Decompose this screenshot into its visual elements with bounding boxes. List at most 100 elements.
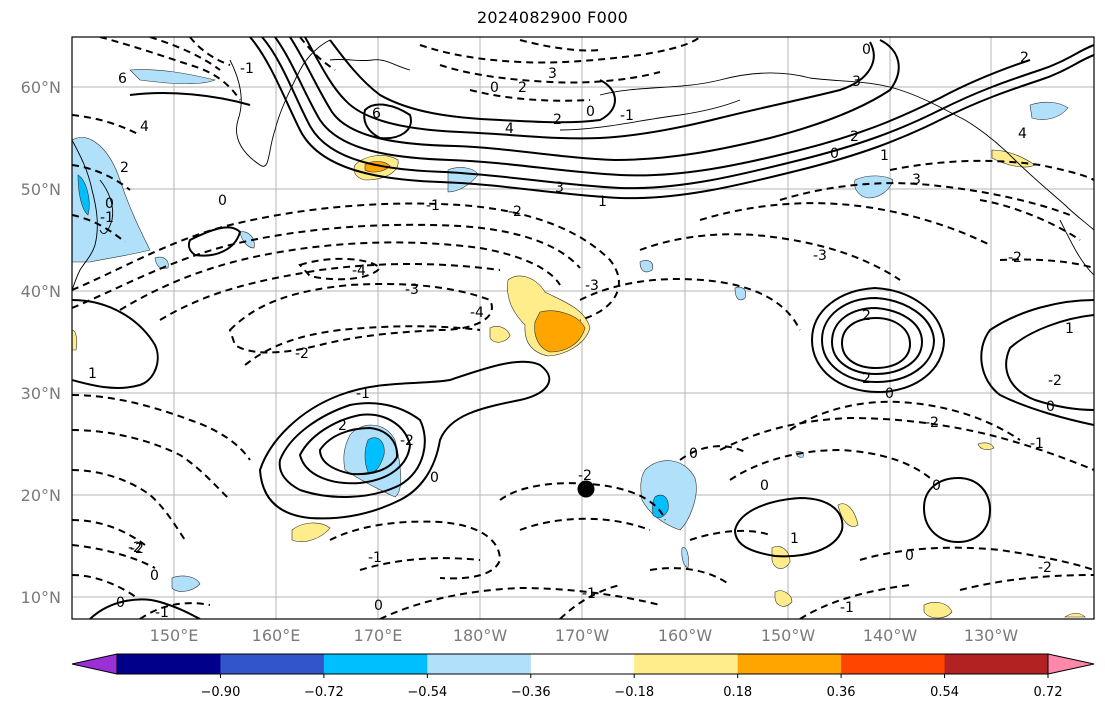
- contour-label: 6: [118, 71, 127, 87]
- contour-label: 2: [850, 129, 859, 145]
- contour-label: -1: [426, 198, 440, 214]
- colorbar-segments: [116, 653, 1049, 675]
- colorbar-segment: [117, 654, 221, 674]
- colorbar-extend-right: [1047, 653, 1095, 675]
- colorbar-tick-label: 0.54: [930, 685, 959, 700]
- lat-label-30n: 30°N: [21, 384, 61, 403]
- colorbar-outline: [116, 653, 1049, 675]
- contour-label: 2: [120, 160, 129, 176]
- contour-label: -2: [400, 433, 414, 449]
- contour-label: -2: [578, 468, 592, 484]
- contour-label: 3: [548, 66, 557, 82]
- contour-label: 2: [338, 418, 347, 434]
- contour-label: -1: [582, 586, 596, 602]
- contour-label: 4: [140, 119, 149, 135]
- contour-label: 3: [912, 172, 921, 188]
- contour-label: 6: [372, 106, 381, 122]
- colorbar: −0.90 −0.72 −0.54 −0.36 −0.18 0.18 0.36 0.54 0.7…: [71, 653, 1095, 700]
- colorbar-segment: [944, 654, 1049, 674]
- colorbar-segment: [427, 654, 532, 674]
- coastlines: [72, 39, 1094, 291]
- contour-label: 0: [116, 595, 125, 611]
- contour-label: 0: [105, 196, 114, 212]
- contour-label: 0: [218, 193, 227, 209]
- contour-label: 1: [88, 366, 97, 382]
- contour-label: -2: [508, 204, 522, 220]
- lat-label-10n: 10°N: [21, 588, 61, 607]
- colorbar-extend-left: [71, 653, 118, 675]
- contour-label: 0: [1046, 399, 1055, 415]
- contour-label: 0: [760, 478, 769, 494]
- contour-label: 2: [553, 112, 562, 128]
- latitude-labels: 60°N 50°N 40°N 30°N 20°N 10°N: [21, 78, 61, 607]
- contour-label: 0: [586, 104, 595, 120]
- lon-label-170w: 170°W: [555, 626, 610, 645]
- colorbar-tick-label: −0.90: [201, 685, 241, 700]
- contours-solid: [72, 37, 1094, 619]
- lat-label-40n: 40°N: [21, 282, 61, 301]
- contour-label: -1: [240, 61, 254, 77]
- contour-labels: 6 4 2 0 1 -1 -2 -3 -4 3 2 0 6 4 2 0 3 1 …: [88, 42, 1074, 619]
- lat-label-60n: 60°N: [21, 78, 61, 97]
- contour-label: 3: [852, 74, 861, 90]
- contour-label: -2: [1048, 373, 1062, 389]
- lon-label-140w: 140°W: [863, 626, 918, 645]
- contour-label: 0: [885, 386, 894, 402]
- contour-label: 2: [518, 80, 527, 96]
- contour-label: -2: [128, 540, 142, 556]
- contour-label: 0: [932, 478, 941, 494]
- contour-label: -4: [470, 305, 484, 321]
- contour-label: 0: [862, 42, 871, 58]
- map-content: 6 4 2 0 1 -1 -2 -3 -4 3 2 0 6 4 2 0 3 1 …: [72, 37, 1094, 619]
- contour-label: -3: [585, 278, 599, 294]
- contour-label: -2: [1008, 250, 1022, 266]
- contour-label: 0: [150, 568, 159, 584]
- colorbar-segment: [634, 654, 739, 674]
- contour-label: 0: [490, 80, 499, 96]
- colorbar-segment: [841, 654, 946, 674]
- colorbar-segment: [220, 654, 325, 674]
- contour-label: -4: [352, 263, 366, 279]
- colorbar-tick-label: 0.18: [723, 685, 752, 700]
- contour-label: -1: [100, 210, 114, 226]
- lon-label-130w: 130°W: [964, 626, 1019, 645]
- contour-label: -3: [813, 248, 827, 264]
- contour-label: 1: [598, 194, 607, 210]
- contour-label: 4: [505, 121, 514, 137]
- contour-label: 0: [905, 548, 914, 564]
- contour-label: 0: [689, 446, 698, 462]
- contour-label: 2: [1020, 50, 1029, 66]
- plot-frame: [71, 36, 1095, 620]
- colorbar-tick-label: −0.18: [614, 685, 654, 700]
- contour-label: -1: [620, 108, 634, 124]
- colorbar-tick-label: −0.54: [407, 685, 447, 700]
- colorbar-tick-label: 0.72: [1034, 685, 1063, 700]
- contour-label: 0: [430, 470, 439, 486]
- map-title: 2024082900 F000: [476, 8, 629, 27]
- contour-label: -3: [405, 282, 419, 298]
- contour-label: 0: [830, 146, 839, 162]
- contour-label: -1: [368, 550, 382, 566]
- lat-label-20n: 20°N: [21, 486, 61, 505]
- lon-label-180w: 180°W: [453, 626, 508, 645]
- contour-label: -2: [295, 346, 309, 362]
- shading-positive: [72, 149, 1086, 619]
- contour-label: -1: [840, 600, 854, 616]
- contour-label: -1: [1030, 436, 1044, 452]
- contour-label: 0: [374, 598, 383, 614]
- contour-label: 3: [555, 180, 564, 196]
- contour-label: 1: [1065, 321, 1074, 337]
- contour-label: 2: [862, 371, 871, 387]
- contour-label: -2: [1038, 560, 1052, 576]
- storm-marker-dot: [577, 480, 595, 498]
- colorbar-tick-label: −0.72: [304, 685, 344, 700]
- contours-dashed: [72, 37, 1094, 619]
- colorbar-segment: [737, 654, 842, 674]
- lon-label-170e: 170°E: [354, 626, 403, 645]
- contour-label: 1: [790, 531, 799, 547]
- lat-label-50n: 50°N: [21, 180, 61, 199]
- lon-label-160w: 160°W: [658, 626, 713, 645]
- lon-label-160e: 160°E: [252, 626, 301, 645]
- contour-label: 2: [862, 308, 871, 324]
